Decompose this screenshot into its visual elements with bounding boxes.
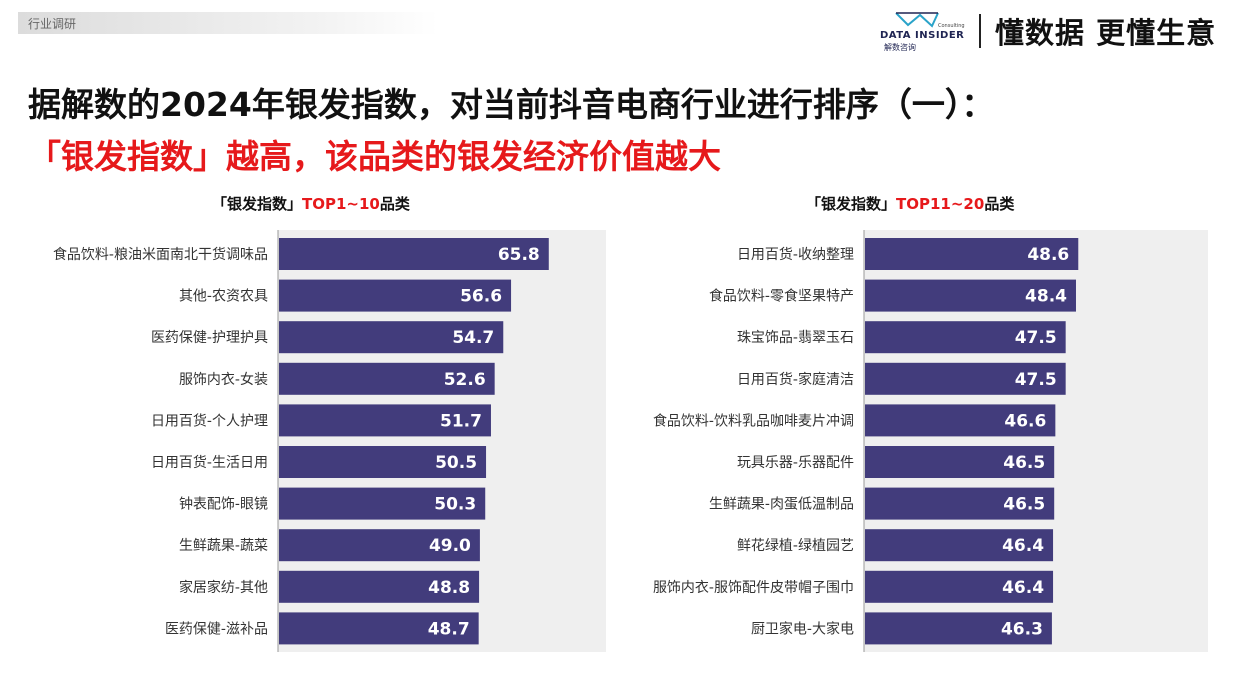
right-chart-value-label-6: 46.5 bbox=[1003, 453, 1045, 473]
left-chart-value-label-1: 65.8 bbox=[498, 245, 540, 265]
panel-title-right-suffix: 品类 bbox=[984, 195, 1015, 213]
right-chart-value-label-4: 47.5 bbox=[1015, 370, 1057, 390]
panel-title-right: 「银发指数」TOP11~20品类 bbox=[806, 193, 1014, 214]
left-chart-bar-8 bbox=[279, 529, 480, 562]
left-chart-category-label-1: 食品饮料-粮油米面南北干货调味品 bbox=[53, 246, 268, 263]
panel-title-left: 「银发指数」TOP1~10品类 bbox=[212, 193, 410, 214]
panel-title-left-prefix: 「银发指数」 bbox=[212, 195, 303, 213]
left-chart-value-label-10: 48.7 bbox=[428, 619, 470, 639]
left-chart-category-label-4: 服饰内衣-女装 bbox=[179, 371, 268, 388]
right-chart-bar-10 bbox=[865, 612, 1052, 645]
right-chart-value-label-2: 48.4 bbox=[1025, 287, 1067, 307]
right-chart-category-label-9: 服饰内衣-服饰配件皮带帽子围巾 bbox=[653, 580, 854, 596]
bar-chart-top11-20: 日用百货-收纳整理 48.6 食品饮料-零食坚果特产 48.4 珠宝饰品-翡翠玉石 47.… bbox=[653, 230, 1208, 652]
left-chart-category-label-8: 生鲜蔬果-蔬菜 bbox=[179, 538, 268, 554]
left-chart-bar-4 bbox=[279, 362, 495, 395]
left-chart-value-label-8: 49.0 bbox=[429, 536, 471, 556]
right-chart-value-label-5: 46.6 bbox=[1004, 411, 1046, 431]
left-chart-value-label-6: 50.5 bbox=[435, 453, 477, 473]
right-chart-bar-3 bbox=[865, 321, 1066, 354]
right-chart-category-label-2: 食品饮料-零食坚果特产 bbox=[709, 288, 854, 305]
section-label: 行业调研 bbox=[28, 17, 77, 31]
right-chart-category-label-1: 日用百货-收纳整理 bbox=[737, 246, 854, 263]
left-chart-bar-7 bbox=[279, 487, 486, 520]
logo-brand-text: DATA INSIDER bbox=[880, 30, 965, 41]
right-chart-category-label-4: 日用百货-家庭清洁 bbox=[737, 371, 854, 388]
left-chart-category-label-9: 家居家纺-其他 bbox=[179, 579, 268, 596]
bar-chart-top1-10: 食品饮料-粮油米面南北干货调味品 65.8 其他-农资农具 56.6 医药保健-护理护具… bbox=[53, 230, 606, 652]
left-chart-category-label-10: 医药保健-滋补品 bbox=[165, 621, 268, 637]
right-chart-bar-8 bbox=[865, 529, 1054, 562]
left-chart-bar-3 bbox=[279, 321, 504, 354]
panel-title-left-suffix: 品类 bbox=[379, 195, 410, 213]
right-chart-value-label-1: 48.6 bbox=[1027, 245, 1069, 265]
panel-title-right-prefix: 「银发指数」 bbox=[806, 195, 897, 213]
left-chart-bar-1 bbox=[279, 238, 549, 270]
brand-logo: Consulting DATA INSIDER 解数咨询 bbox=[880, 10, 970, 52]
right-chart-category-label-5: 食品饮料-饮料乳品咖啡麦片冲调 bbox=[653, 412, 854, 429]
section-bar: 行业调研 bbox=[18, 12, 438, 34]
right-chart-category-label-6: 玩具乐器-乐器配件 bbox=[737, 455, 854, 471]
left-chart-value-label-9: 48.8 bbox=[428, 578, 470, 598]
left-chart-bar-6 bbox=[279, 446, 487, 478]
logo-sub-text: 解数咨询 bbox=[884, 43, 916, 52]
logo-tiny-text: Consulting bbox=[938, 23, 965, 29]
left-chart-category-label-2: 其他-农资农具 bbox=[179, 289, 268, 305]
right-chart-bar-9 bbox=[865, 570, 1054, 603]
left-chart-value-label-5: 51.7 bbox=[440, 411, 482, 431]
panel-title-left-range: TOP1~10 bbox=[302, 195, 380, 213]
left-chart-category-label-3: 医药保健-护理护具 bbox=[151, 330, 268, 346]
left-chart-bar-2 bbox=[279, 279, 512, 312]
left-chart-value-label-4: 52.6 bbox=[444, 370, 486, 390]
slogan: 懂数据 更懂生意 bbox=[995, 16, 1217, 50]
left-chart-value-label-2: 56.6 bbox=[460, 287, 502, 307]
right-chart-bar-6 bbox=[865, 446, 1055, 478]
left-chart-bar-9 bbox=[279, 570, 480, 603]
right-chart-bar-4 bbox=[865, 362, 1066, 395]
logo-mark-icon bbox=[895, 12, 939, 28]
right-chart-category-label-8: 鲜花绿植-绿植园艺 bbox=[737, 538, 854, 554]
left-chart-category-label-7: 钟表配饰-眼镜 bbox=[179, 496, 268, 513]
header-divider bbox=[979, 14, 981, 48]
left-chart-value-label-7: 50.3 bbox=[434, 495, 476, 515]
left-chart-bar-10 bbox=[279, 612, 479, 645]
right-chart-bar-7 bbox=[865, 487, 1055, 520]
right-chart-value-label-10: 46.3 bbox=[1001, 619, 1043, 639]
page-title: 据解数的2024年银发指数，对当前抖音电商行业进行排序（一）： bbox=[28, 85, 995, 124]
page-subtitle: 「银发指数」越高，该品类的银发经济价值越大 bbox=[28, 137, 721, 176]
right-chart-bar-2 bbox=[865, 279, 1076, 312]
right-chart-category-label-7: 生鲜蔬果-肉蛋低温制品 bbox=[709, 497, 854, 513]
left-chart-value-label-3: 54.7 bbox=[452, 328, 494, 348]
panel-title-right-range: TOP11~20 bbox=[896, 195, 985, 213]
right-chart-value-label-7: 46.5 bbox=[1003, 495, 1045, 515]
right-chart-bar-5 bbox=[865, 404, 1056, 437]
right-chart-value-label-3: 47.5 bbox=[1015, 328, 1057, 348]
left-chart-category-label-6: 日用百货-生活日用 bbox=[151, 454, 268, 471]
right-chart-category-label-10: 厨卫家电-大家电 bbox=[751, 620, 854, 637]
left-chart-category-label-5: 日用百货-个人护理 bbox=[151, 412, 268, 429]
right-chart-category-label-3: 珠宝饰品-翡翠玉石 bbox=[737, 330, 854, 346]
right-chart-value-label-9: 46.4 bbox=[1002, 578, 1044, 598]
left-chart-bar-5 bbox=[279, 404, 491, 437]
right-chart-bar-1 bbox=[865, 238, 1079, 270]
right-chart-value-label-8: 46.4 bbox=[1002, 536, 1044, 556]
